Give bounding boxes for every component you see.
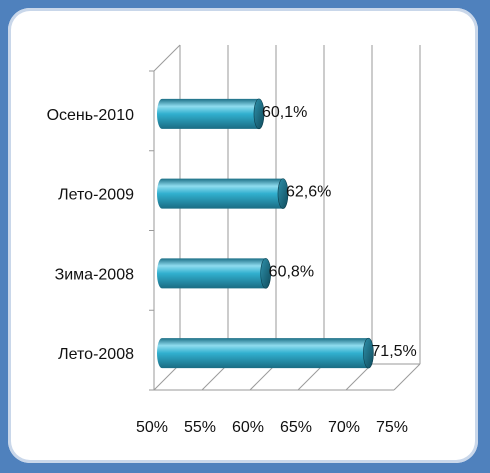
left-wall-top [153,44,181,72]
x-tick-label: 55% [184,419,216,436]
bar [157,178,289,209]
bar-body [157,178,288,209]
bar [157,98,265,130]
data-label: 60,8% [269,263,314,280]
bar-cap [277,178,289,209]
x-tick-labels: 50% 55% 60% 65% 70% 75% [136,419,408,436]
floor-gridline [345,363,373,391]
floor-gridline [249,363,277,391]
x-tick-label: 75% [376,419,408,436]
floor-gridline [297,363,325,391]
category-label: Зима-2008 [55,266,135,283]
bar-body [157,338,374,369]
category-labels: Осень-2010 Лето-2009 Зима-2008 Лето-2008 [47,107,135,363]
floor-gridline [201,363,229,391]
bar-chart: Осень-2010 Лето-2009 Зима-2008 Лето-2008 60… [47,44,421,436]
bar-body [157,98,264,129]
floor-gridline [153,363,181,391]
bar-cap [363,337,374,369]
bar-cap [260,258,271,289]
bar-body [157,258,271,289]
x-tick-label: 65% [280,419,312,436]
x-tick-label: 60% [232,419,264,436]
chart-panel: Осень-2010 Лето-2009 Зима-2008 Лето-2008 60… [8,8,478,463]
data-label: 62,6% [286,184,331,201]
data-labels: 60,1% 62,6% 60,8% 71,5% [262,104,417,360]
category-label: Лето-2008 [58,346,134,363]
x-tick-label: 70% [328,419,360,436]
bar [157,258,271,289]
bars-layer [157,98,374,369]
category-label: Осень-2010 [47,107,135,124]
data-label: 60,1% [262,104,307,121]
x-tick-label: 50% [136,419,168,436]
data-label: 71,5% [371,343,416,360]
category-label: Лето-2009 [58,187,134,204]
floor-gridline [393,363,421,391]
bar [157,337,374,369]
bar-cap [253,98,265,130]
